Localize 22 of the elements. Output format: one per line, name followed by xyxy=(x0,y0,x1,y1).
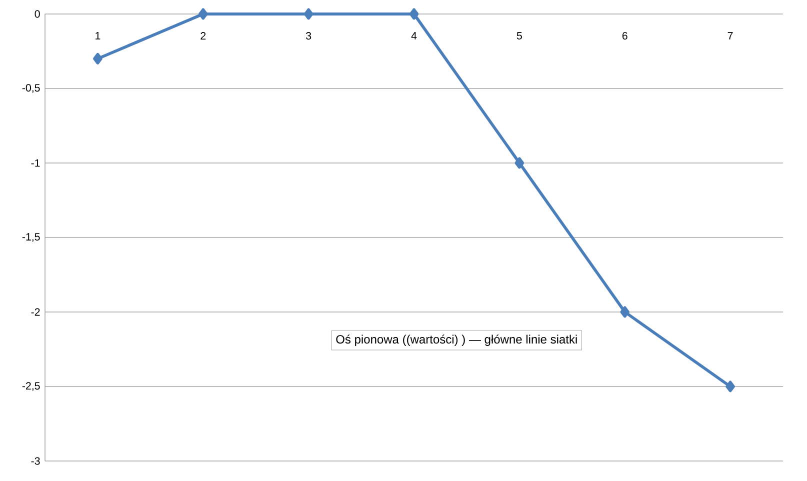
point xyxy=(198,8,208,20)
annotation: Oś pionowa ((wartości) ) — główne linie siatki xyxy=(336,334,577,346)
y-tick-label: -1,5 xyxy=(22,233,40,242)
point xyxy=(93,52,102,64)
point xyxy=(620,306,630,318)
point xyxy=(514,157,524,169)
x-tick-label: 1 xyxy=(96,32,100,40)
point xyxy=(409,8,419,20)
x-tick-label: 6 xyxy=(622,32,628,40)
y-tick-label: -2 xyxy=(31,308,40,316)
x-tick-label: 5 xyxy=(516,32,522,40)
y-tick-label: -3 xyxy=(31,457,40,465)
y-tick-label: 0 xyxy=(34,10,40,18)
x-tick-label: 7 xyxy=(728,32,733,40)
point xyxy=(304,8,314,20)
x-tick-label: 3 xyxy=(306,32,312,40)
point xyxy=(726,380,735,392)
y-tick-label: -0,5 xyxy=(22,84,40,93)
y-tick-label: -2,5 xyxy=(22,382,40,391)
x-tick-label: 4 xyxy=(411,32,417,40)
x-tick-label: 2 xyxy=(200,32,206,40)
y-tick-label: -1 xyxy=(31,159,40,167)
